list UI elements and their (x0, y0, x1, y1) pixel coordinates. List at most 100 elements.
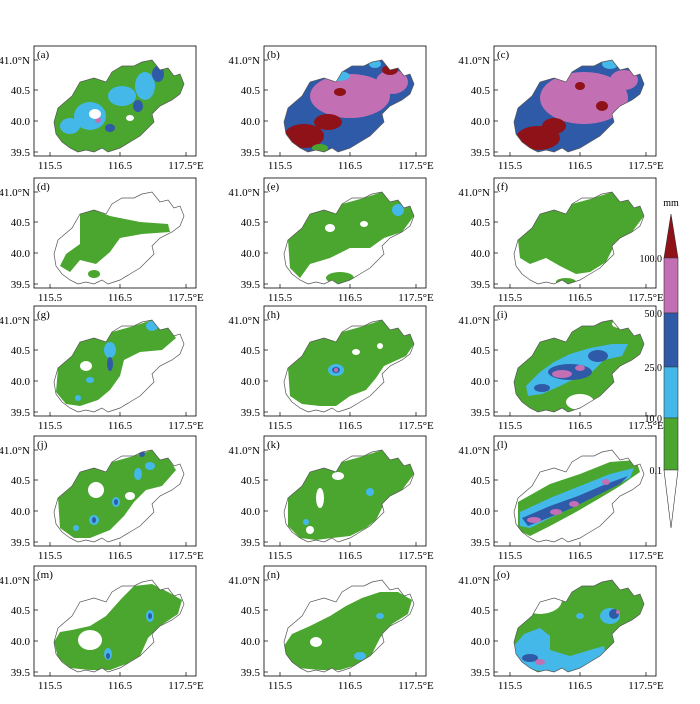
rain-field (288, 320, 414, 406)
beijing-map (513, 191, 645, 285)
x-tick-label: 117.5°E (398, 420, 434, 432)
beijing-map (53, 319, 185, 413)
rain-area (108, 86, 136, 106)
x-tick-label: 115.5 (498, 680, 523, 692)
x-tick-label: 115.5 (268, 550, 293, 562)
y-tick-label: 40.0 (241, 636, 261, 648)
y-tick-label: 40.0 (11, 376, 31, 388)
rain-area (126, 115, 134, 121)
panel-label: (k) (267, 439, 280, 451)
colorbar-segment (663, 366, 679, 419)
rain-field (58, 450, 176, 538)
y-tick-label: 39.5 (241, 279, 261, 291)
y-tick-label: 39.5 (11, 667, 31, 679)
beijing-boundary (283, 579, 415, 673)
x-tick-label: 116.5 (568, 550, 593, 562)
beijing-boundary (513, 191, 645, 285)
rain-area (392, 204, 404, 216)
y-tick-label: 39.5 (471, 279, 491, 291)
rain-area (100, 228, 120, 244)
panel-label: (l) (497, 439, 508, 451)
x-tick-label: 117.5°E (628, 292, 664, 304)
x-tick-label: 116.5 (568, 420, 593, 432)
beijing-map (53, 59, 185, 153)
map-panel: (f) 115.5 116.5 117.5°E 41.0°N 40.5 40.0 39.5 (458, 177, 664, 304)
x-tick-label: 115.5 (498, 550, 523, 562)
rain-area (575, 82, 585, 90)
y-tick-label: 40.0 (471, 506, 491, 518)
beijing-boundary (53, 449, 185, 543)
y-tick-label: 40.0 (11, 506, 31, 518)
y-tick-label: 40.0 (11, 116, 31, 128)
y-tick-label: 41.0°N (458, 55, 490, 67)
rain-area (288, 450, 414, 540)
x-tick-label: 115.5 (38, 292, 63, 304)
x-tick-label: 116.5 (568, 292, 593, 304)
colorbar-level-label: 0.1 (650, 466, 663, 477)
y-tick-label: 39.5 (11, 537, 31, 549)
rain-area (334, 368, 338, 372)
beijing-map (53, 579, 185, 673)
y-tick-label: 41.0°N (0, 55, 30, 67)
beijing-boundary (283, 319, 415, 413)
rain-area (332, 472, 344, 480)
rain-area (134, 468, 142, 480)
y-tick-label: 40.0 (11, 636, 31, 648)
y-tick-label: 40.5 (471, 85, 491, 97)
rain-area (616, 610, 620, 614)
rain-area (522, 476, 628, 526)
y-tick-label: 39.5 (11, 279, 31, 291)
x-tick-label: 117.5°E (398, 160, 434, 172)
colorbar-segment (663, 312, 679, 368)
rain-area (310, 74, 390, 118)
y-tick-label: 40.5 (471, 217, 491, 229)
rain-area (377, 343, 383, 349)
rain-area (284, 124, 324, 148)
rain-area (325, 224, 335, 232)
map-panel: (i) 115.5 116.5 117.5°E 41.0°N 40.5 40.0 39.5 (458, 305, 664, 432)
rain-area (576, 613, 584, 619)
map-panel: (a) 115.5 116.5 117.5°E 41.0°N 40.5 40.0 39.5 (0, 45, 204, 172)
x-tick-label: 116.5 (568, 680, 593, 692)
rain-area (303, 519, 309, 525)
beijing-boundary (53, 191, 185, 285)
x-tick-label: 116.5 (338, 550, 363, 562)
x-tick-label: 117.5°E (398, 550, 434, 562)
y-tick-label: 39.5 (471, 667, 491, 679)
rain-area (376, 70, 408, 94)
beijing-boundary (513, 579, 645, 673)
colorbar-segment (663, 257, 679, 314)
rain-area (306, 526, 314, 534)
beijing-map (283, 579, 415, 673)
beijing-map (53, 449, 185, 543)
y-tick-label: 40.5 (11, 217, 31, 229)
x-tick-label: 115.5 (268, 680, 293, 692)
y-tick-label: 40.0 (11, 248, 31, 260)
y-tick-label: 40.5 (471, 605, 491, 617)
x-tick-label: 115.5 (38, 550, 63, 562)
y-tick-label: 39.5 (471, 147, 491, 159)
y-tick-label: 41.0°N (0, 315, 30, 327)
x-tick-label: 116.5 (338, 160, 363, 172)
map-panel: (n) 115.5 116.5 117.5°E 41.0°N 40.5 40.0 39.5 (228, 565, 434, 692)
x-tick-label: 116.5 (568, 160, 593, 172)
y-tick-label: 41.0°N (0, 187, 30, 199)
rain-field (54, 60, 184, 152)
panel-label: (b) (267, 49, 280, 61)
beijing-boundary (283, 191, 415, 285)
panel-label: (o) (497, 569, 510, 581)
colorbar-unit: mm (663, 198, 679, 209)
y-tick-label: 40.5 (11, 605, 31, 617)
beijing-map (283, 59, 415, 153)
rain-area (145, 462, 155, 470)
beijing-map (283, 449, 415, 543)
rain-area (310, 637, 322, 647)
beijing-map (513, 319, 645, 413)
y-tick-label: 40.0 (471, 248, 491, 260)
rain-field (284, 60, 414, 152)
rain-area (288, 192, 414, 278)
x-tick-label: 115.5 (38, 680, 63, 692)
y-tick-label: 41.0°N (0, 575, 30, 587)
colorbar-level-label: 25.0 (645, 363, 663, 374)
